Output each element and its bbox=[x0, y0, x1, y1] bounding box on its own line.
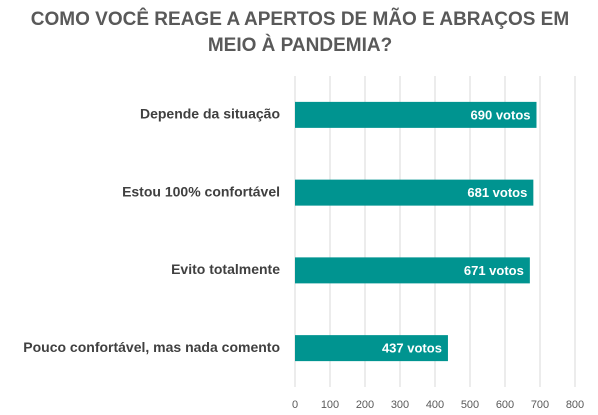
value-label: 681 votos bbox=[467, 185, 527, 200]
chart-title: COMO VOCÊ REAGE A APERTOS DE MÃO E ABRAÇ… bbox=[31, 8, 569, 30]
x-tick-label: 400 bbox=[426, 399, 444, 411]
value-label: 690 votos bbox=[471, 107, 531, 122]
bar bbox=[295, 257, 530, 284]
x-tick-label: 100 bbox=[321, 399, 339, 411]
category-label: Depende da situação bbox=[140, 106, 280, 122]
category-label: Evito totalmente bbox=[171, 261, 280, 277]
x-tick-label: 0 bbox=[292, 399, 298, 411]
x-tick-label: 500 bbox=[461, 399, 479, 411]
chart-title: MEIO À PANDEMIA? bbox=[208, 34, 392, 56]
bar bbox=[295, 101, 537, 128]
category-label: Estou 100% confortável bbox=[122, 183, 280, 199]
x-tick-label: 700 bbox=[531, 399, 549, 411]
value-label: 437 votos bbox=[382, 341, 442, 356]
bar bbox=[295, 179, 534, 206]
x-tick-label: 600 bbox=[496, 399, 514, 411]
x-tick-label: 300 bbox=[391, 399, 409, 411]
x-tick-label: 800 bbox=[566, 399, 584, 411]
bar bbox=[295, 335, 448, 362]
value-label: 671 votos bbox=[464, 263, 524, 278]
x-tick-label: 200 bbox=[356, 399, 374, 411]
category-label: Pouco confortável, mas nada comento bbox=[23, 339, 280, 355]
